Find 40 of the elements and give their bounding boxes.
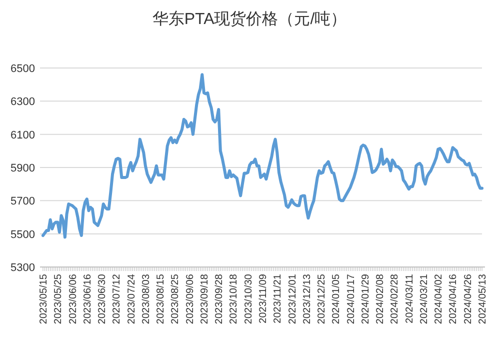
x-tick-label: 2023/06/16 [82, 274, 94, 324]
y-tick-label: 6500 [10, 63, 35, 75]
chart-title: 华东PTA现货价格（元/吨） [152, 10, 347, 28]
x-tick-label: 2023/10/30 [243, 274, 254, 324]
x-tick-label: 2023/05/15 [38, 274, 50, 324]
y-tick-label: 5500 [10, 228, 35, 241]
x-tick-label: 2023/06/06 [68, 274, 79, 324]
x-tick-label: 2023/10/18 [228, 274, 240, 324]
x-tick-label: 2023/08/15 [156, 274, 167, 324]
y-tick-label: 5700 [10, 196, 35, 208]
x-tick-label: 2023/08/25 [170, 274, 182, 324]
x-tick-label: 2023/12/13 [302, 274, 313, 324]
x-tick-label: 2023/11/21 [272, 274, 284, 324]
x-tick-label: 2024/03/21 [418, 274, 430, 324]
x-tick-label: 2024/02/08 [375, 274, 386, 324]
x-tick-label: 2024/04/16 [448, 274, 460, 324]
x-tick-label: 2023/08/03 [140, 274, 152, 324]
x-tick-label: 2024/01/29 [360, 274, 372, 324]
x-tick-label: 2024/04/02 [434, 274, 445, 324]
y-tick-label: 5300 [10, 262, 35, 274]
x-tick-label: 2023/07/12 [112, 274, 123, 324]
line-series [42, 73, 484, 239]
x-tick-label: 2023/06/30 [97, 274, 108, 324]
x-tick-label: 2023/12/25 [316, 274, 328, 324]
y-tick-label: 6100 [10, 129, 35, 142]
x-tick-label: 2024/05/13 [478, 274, 488, 324]
x-tick-label: 2023/09/06 [184, 274, 196, 324]
x-tick-label: 2024/04/26 [462, 274, 474, 324]
x-tick-label: 2023/09/18 [199, 274, 210, 324]
x-tick-label: 2024/02/28 [390, 274, 401, 324]
y-tick-label: 5900 [10, 162, 35, 174]
x-tick-label: 2023/09/28 [214, 274, 226, 324]
x-tick-label: 2023/07/24 [126, 274, 138, 324]
x-tick-label: 2023/12/01 [287, 274, 298, 324]
x-tick-label: 2023/05/25 [53, 274, 64, 324]
x-tick-label: 2024/01/17 [346, 274, 357, 324]
x-tick-label: 2024/01/05 [331, 274, 342, 324]
y-tick-label: 6300 [10, 96, 35, 108]
x-tick-label: 2024/03/11 [404, 274, 416, 324]
x-tick-label: 2023/11/09 [258, 274, 269, 324]
